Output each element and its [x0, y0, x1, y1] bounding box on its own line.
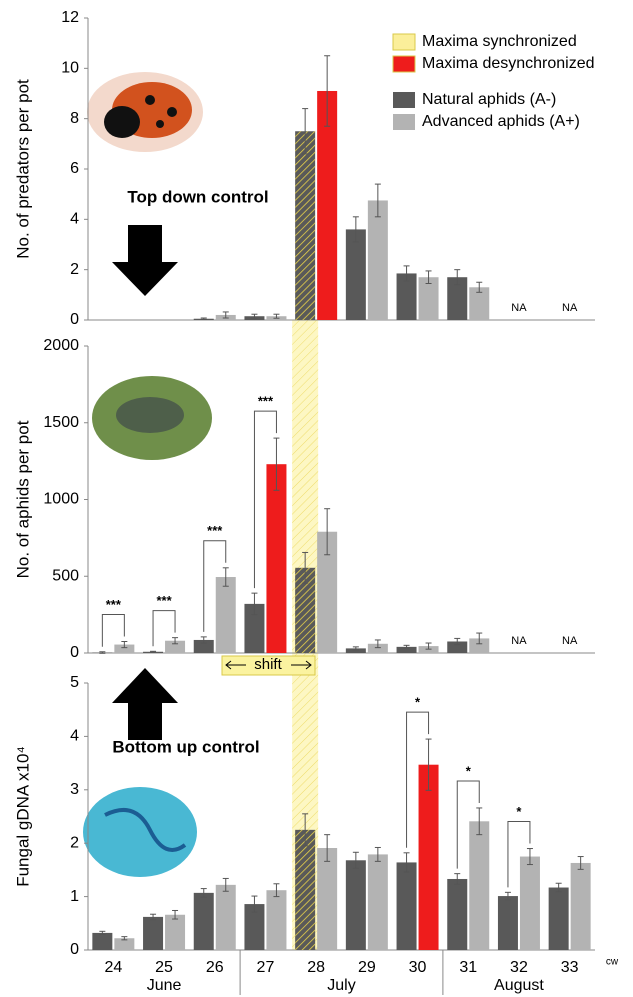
na-label: NA [511, 635, 527, 647]
bar [419, 765, 439, 950]
x-tick-label: 32 [510, 959, 528, 976]
y-tick-label: 3 [70, 781, 79, 798]
significance-bracket [102, 614, 124, 646]
bar [346, 860, 366, 950]
x-tick-label: 25 [155, 959, 173, 976]
significance-label: * [466, 763, 472, 778]
bar [194, 893, 214, 950]
y-axis-label: No. of aphids per pot [13, 420, 32, 578]
x-tick-label: 29 [358, 959, 376, 976]
month-label: June [147, 977, 182, 994]
shift-label: shift [254, 656, 282, 673]
chart: Top down control shift Bottom up control… [0, 0, 633, 997]
significance-label: *** [156, 593, 172, 608]
ladybug-spot [156, 120, 164, 128]
legend-label: Natural aphids (A-) [422, 91, 556, 108]
significance-label: *** [258, 394, 274, 409]
y-tick-label: 1000 [43, 491, 79, 508]
ladybug-spot [145, 95, 155, 105]
bar [346, 229, 366, 320]
bar-hatch [295, 131, 315, 320]
x-axis-label: cw [606, 957, 619, 968]
y-axis-label: No. of predators per pot [13, 79, 32, 259]
month-label: August [494, 977, 544, 994]
y-tick-label: 2 [70, 834, 79, 851]
na-label: NA [562, 635, 578, 647]
x-tick-label: 24 [104, 959, 122, 976]
legend-swatch [393, 114, 415, 130]
legend-swatch [393, 56, 415, 72]
bar [549, 888, 569, 950]
note: Top down control [127, 187, 268, 206]
bar [317, 848, 337, 950]
note: Bottom up control [112, 737, 259, 756]
bar [368, 200, 388, 320]
up-arrow-shaft [128, 702, 162, 740]
bar [520, 857, 540, 950]
down-arrow-shaft [128, 225, 162, 263]
aphid-body [116, 397, 184, 433]
y-tick-label: 10 [61, 60, 79, 77]
significance-label: *** [106, 597, 122, 612]
na-label: NA [562, 302, 578, 314]
na-label: NA [511, 302, 527, 314]
bar [216, 577, 236, 653]
bar [266, 464, 286, 653]
x-tick-label: 26 [206, 959, 224, 976]
y-tick-label: 5 [70, 674, 79, 691]
y-tick-label: 0 [70, 644, 79, 661]
y-tick-label: 2 [70, 261, 79, 278]
bar-hatch [295, 830, 315, 950]
up-arrow-head [112, 668, 178, 703]
bar [447, 879, 467, 950]
bar [397, 862, 417, 950]
bar [571, 863, 591, 950]
bar [143, 917, 163, 950]
legend-label: Maxima synchronized [422, 33, 577, 50]
x-tick-label: 28 [307, 959, 325, 976]
y-tick-label: 500 [52, 567, 79, 584]
legend-label: Maxima desynchronized [422, 55, 595, 72]
x-tick-label: 30 [409, 959, 427, 976]
month-label: July [327, 977, 355, 994]
x-tick-label: 31 [459, 959, 477, 976]
fungus-image [83, 787, 197, 877]
significance-label: * [516, 804, 522, 819]
ladybug-spot [167, 107, 177, 117]
significance-label: *** [207, 523, 223, 538]
ladybug-head [104, 106, 140, 138]
y-tick-label: 8 [70, 110, 79, 127]
y-tick-label: 12 [61, 9, 79, 26]
y-axis-label: Fungal gDNA x10⁴ [13, 746, 32, 887]
legend-swatch [393, 34, 415, 50]
y-tick-label: 1500 [43, 414, 79, 431]
x-tick-label: 27 [257, 959, 275, 976]
y-tick-label: 6 [70, 160, 79, 177]
down-arrow-head [112, 262, 178, 296]
bar [266, 890, 286, 950]
significance-label: * [415, 695, 421, 710]
page: Top down control shift Bottom up control… [0, 0, 633, 997]
bar [216, 885, 236, 950]
bar [469, 821, 489, 950]
y-tick-label: 1 [70, 888, 79, 905]
bar [498, 896, 518, 950]
bar [92, 933, 112, 950]
y-tick-label: 4 [70, 728, 79, 745]
x-tick-label: 33 [561, 959, 579, 976]
y-tick-label: 4 [70, 211, 79, 228]
y-tick-label: 0 [70, 941, 79, 958]
legend-label: Advanced aphids (A+) [422, 113, 580, 130]
bar [165, 915, 185, 950]
y-tick-label: 2000 [43, 337, 79, 354]
legend-swatch [393, 92, 415, 108]
bar [368, 854, 388, 950]
y-tick-label: 0 [70, 311, 79, 328]
